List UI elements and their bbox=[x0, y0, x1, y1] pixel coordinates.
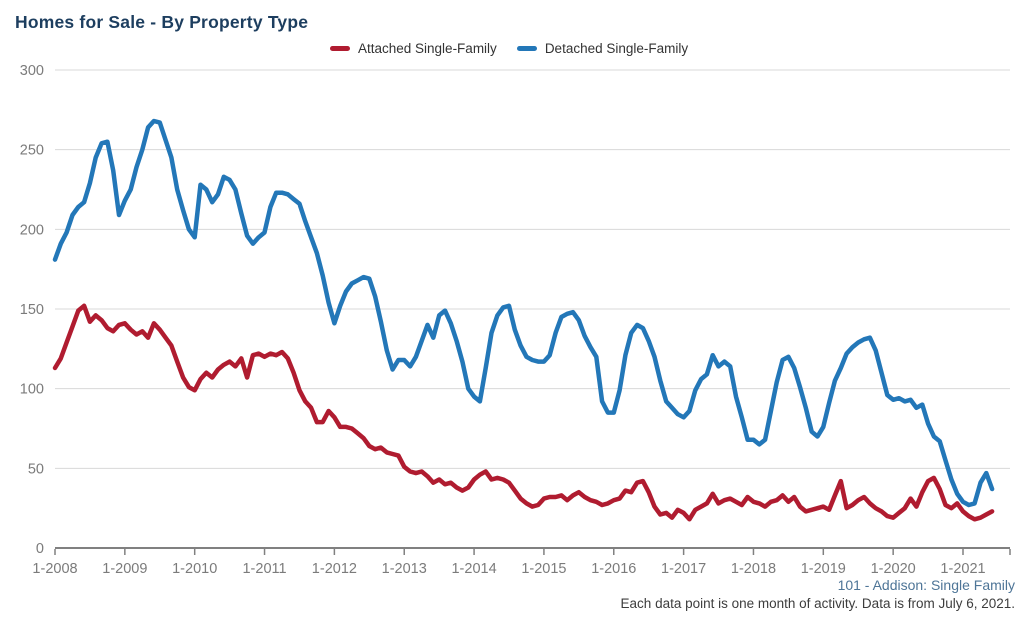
x-axis-label: 1-2015 bbox=[521, 561, 566, 577]
chart-footer: 101 - Addison: Single Family Each data p… bbox=[621, 576, 1015, 614]
page-title: Homes for Sale - By Property Type bbox=[15, 12, 309, 32]
x-axis-label: 1-2018 bbox=[731, 561, 776, 577]
legend-item-attached[interactable]: Attached Single-Family bbox=[330, 41, 497, 56]
x-axis-label: 1-2016 bbox=[591, 561, 636, 577]
x-axis-label: 1-2021 bbox=[940, 561, 985, 577]
x-axis-label: 1-2011 bbox=[242, 561, 286, 577]
series-line-detached-single-family bbox=[52, 118, 995, 508]
x-axis-label: 1-2010 bbox=[172, 561, 217, 577]
legend-label-detached: Detached Single-Family bbox=[544, 41, 689, 56]
series-line-attached-single-family bbox=[52, 303, 995, 522]
footer-source-label: 101 - Addison: Single Family bbox=[837, 576, 1015, 593]
x-axis-label: 1-2009 bbox=[102, 561, 147, 577]
footer-note: Each data point is one month of activity… bbox=[620, 596, 1015, 612]
y-axis-label: 200 bbox=[20, 222, 44, 238]
detached-series-swatch-icon bbox=[516, 46, 537, 51]
y-axis-label: 0 bbox=[36, 541, 44, 557]
chart-legend: Attached Single-Family Detached Single-F… bbox=[330, 41, 688, 56]
x-axis-label: 1-2008 bbox=[32, 561, 77, 577]
legend-item-detached[interactable]: Detached Single-Family bbox=[516, 41, 689, 56]
x-axis-label: 1-2013 bbox=[382, 561, 427, 577]
legend-label-attached: Attached Single-Family bbox=[358, 41, 497, 56]
y-axis-label: 150 bbox=[20, 302, 44, 318]
x-axis-label: 1-2017 bbox=[661, 561, 706, 577]
y-axis-label: 250 bbox=[20, 143, 44, 159]
y-axis-label: 50 bbox=[28, 461, 44, 477]
y-axis-label: 300 bbox=[20, 63, 44, 79]
x-axis-label: 1-2020 bbox=[871, 561, 916, 577]
x-axis-label: 1-2012 bbox=[312, 561, 357, 577]
y-axis-label: 100 bbox=[20, 382, 44, 398]
attached-series-swatch-icon bbox=[330, 46, 350, 51]
x-axis-label: 1-2014 bbox=[451, 561, 496, 577]
x-axis-label: 1-2019 bbox=[801, 561, 846, 577]
